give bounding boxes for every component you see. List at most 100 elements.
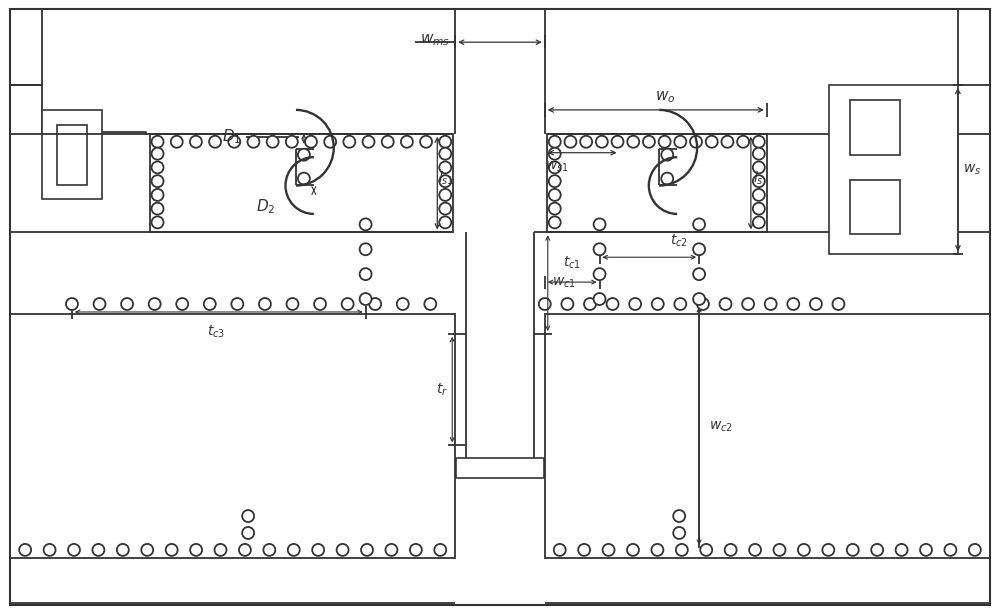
Text: $l_s$: $l_s$ [753, 170, 764, 187]
Circle shape [765, 298, 777, 310]
Circle shape [700, 544, 712, 556]
Circle shape [847, 544, 859, 556]
Text: $t_r$: $t_r$ [436, 381, 448, 398]
Circle shape [969, 544, 981, 556]
Circle shape [561, 298, 573, 310]
Circle shape [434, 544, 446, 556]
Circle shape [44, 544, 56, 556]
Circle shape [166, 544, 178, 556]
Circle shape [673, 510, 685, 522]
Circle shape [822, 544, 834, 556]
Circle shape [944, 544, 956, 556]
Text: $w_s$: $w_s$ [963, 163, 981, 177]
Circle shape [832, 298, 844, 310]
Bar [850, 179, 900, 235]
Circle shape [231, 298, 243, 310]
Circle shape [152, 161, 164, 173]
Circle shape [439, 161, 451, 173]
Circle shape [706, 136, 718, 148]
Bar [850, 100, 900, 155]
Circle shape [549, 189, 561, 201]
Circle shape [659, 136, 671, 148]
Circle shape [152, 216, 164, 228]
Circle shape [314, 298, 326, 310]
Circle shape [721, 136, 733, 148]
Circle shape [360, 219, 372, 230]
Circle shape [871, 544, 883, 556]
Circle shape [643, 136, 655, 148]
Circle shape [725, 544, 737, 556]
Circle shape [242, 510, 254, 522]
Circle shape [787, 298, 799, 310]
Circle shape [204, 298, 216, 310]
Circle shape [564, 136, 576, 148]
Bar [858, 110, 918, 200]
Text: $l_{s1}$: $l_{s1}$ [438, 170, 454, 187]
Circle shape [152, 136, 164, 148]
Circle shape [549, 148, 561, 160]
Text: $t_{c2}$: $t_{c2}$ [670, 233, 688, 249]
Text: $w_{ms}$: $w_{ms}$ [420, 33, 450, 48]
Circle shape [674, 298, 686, 310]
Circle shape [594, 268, 606, 280]
Circle shape [117, 544, 129, 556]
Circle shape [753, 189, 765, 201]
Bar [57, 125, 87, 185]
Circle shape [360, 243, 372, 255]
Text: $w_{c1}$: $w_{c1}$ [552, 276, 576, 290]
Circle shape [337, 544, 349, 556]
Circle shape [549, 136, 561, 148]
Circle shape [190, 136, 202, 148]
Circle shape [690, 136, 702, 148]
Circle shape [439, 148, 451, 160]
Circle shape [627, 544, 639, 556]
Circle shape [737, 136, 749, 148]
Bar [547, 134, 767, 232]
Circle shape [286, 136, 298, 148]
Circle shape [594, 243, 606, 255]
Circle shape [152, 148, 164, 160]
Circle shape [152, 203, 164, 215]
Circle shape [312, 544, 324, 556]
Circle shape [410, 544, 422, 556]
Text: $t_{c3}$: $t_{c3}$ [207, 324, 225, 340]
Circle shape [580, 136, 592, 148]
Circle shape [424, 298, 436, 310]
Circle shape [287, 298, 298, 310]
Circle shape [612, 136, 624, 148]
Circle shape [439, 216, 451, 228]
Circle shape [549, 175, 561, 187]
Circle shape [753, 136, 765, 148]
Circle shape [753, 175, 765, 187]
Circle shape [149, 298, 161, 310]
Circle shape [607, 298, 619, 310]
Circle shape [774, 544, 785, 556]
Circle shape [661, 149, 673, 161]
Bar [545, 314, 990, 558]
Bar [10, 314, 455, 558]
Bar [42, 110, 102, 200]
Circle shape [651, 544, 663, 556]
Circle shape [693, 219, 705, 230]
Circle shape [360, 293, 372, 305]
Text: $D_2$: $D_2$ [256, 197, 276, 216]
Text: $w_{s1}$: $w_{s1}$ [545, 160, 568, 174]
Circle shape [94, 298, 105, 310]
Circle shape [68, 544, 80, 556]
Circle shape [753, 148, 765, 160]
Circle shape [190, 544, 202, 556]
Circle shape [920, 544, 932, 556]
Circle shape [247, 136, 259, 148]
Bar [456, 458, 544, 478]
Circle shape [753, 203, 765, 215]
Circle shape [549, 161, 561, 173]
Text: $t_{c1}$: $t_{c1}$ [563, 255, 581, 271]
Circle shape [629, 298, 641, 310]
Bar [829, 85, 958, 254]
Circle shape [439, 203, 451, 215]
Circle shape [661, 173, 673, 185]
Circle shape [753, 161, 765, 173]
Circle shape [578, 544, 590, 556]
Circle shape [673, 527, 685, 539]
Circle shape [697, 298, 709, 310]
